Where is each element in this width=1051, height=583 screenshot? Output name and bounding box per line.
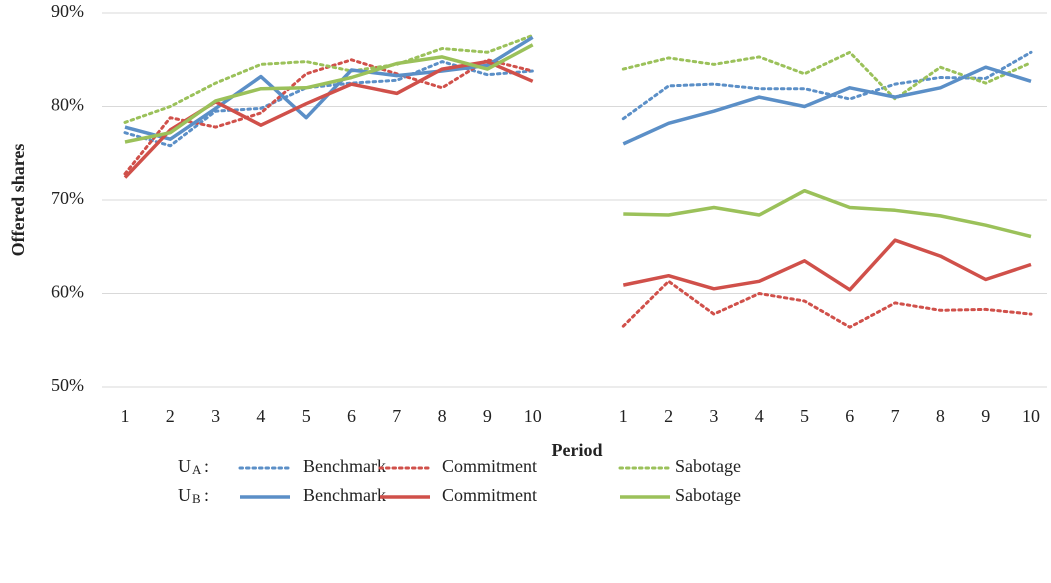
x-tick-label: 10	[524, 406, 542, 426]
y-tick-label: 90%	[51, 1, 84, 21]
legend-group-subscript: A	[192, 462, 202, 477]
x-tick-label: 5	[800, 406, 809, 426]
x-tick-label: 2	[664, 406, 673, 426]
x-tick-label: 8	[438, 406, 447, 426]
y-tick-label: 70%	[51, 188, 84, 208]
x-tick-label: 10	[1022, 406, 1040, 426]
x-tick-label: 6	[347, 406, 356, 426]
legend-group-symbol: U	[178, 485, 191, 505]
legend-group-separator: :	[204, 456, 209, 476]
x-axis-title: Period	[552, 440, 603, 460]
x-tick-label: 9	[483, 406, 492, 426]
series-line	[124, 43, 1032, 239]
x-tick-label: 7	[891, 406, 900, 426]
x-tick-label: 7	[392, 406, 401, 426]
x-tick-label: 8	[936, 406, 945, 426]
series-line	[124, 35, 1032, 146]
legend-label: Sabotage	[675, 485, 741, 505]
x-tick-label: 3	[709, 406, 718, 426]
legend-label: Sabotage	[675, 456, 741, 476]
x-tick-label: 1	[121, 406, 130, 426]
x-tick-label: 2	[166, 406, 175, 426]
legend-group-separator: :	[204, 485, 209, 505]
y-axis-title: Offered shares	[8, 144, 28, 257]
x-tick-label: 9	[981, 406, 990, 426]
legend-label: Commitment	[442, 485, 537, 505]
y-tick-label: 60%	[51, 282, 84, 302]
y-tick-label: 80%	[51, 95, 84, 115]
legend-label: Benchmark	[303, 456, 386, 476]
x-tick-label: 1	[619, 406, 628, 426]
legend-label: Benchmark	[303, 485, 386, 505]
series-line	[123, 33, 1033, 124]
x-tick-label: 4	[755, 406, 764, 426]
legend-group-subscript: B	[192, 491, 201, 506]
y-tick-label: 50%	[51, 375, 84, 395]
legend-group-symbol: U	[178, 456, 191, 476]
x-tick-label: 3	[211, 406, 220, 426]
legend-label: Commitment	[442, 456, 537, 476]
x-tick-label: 4	[256, 406, 265, 426]
x-tick-label: 5	[302, 406, 311, 426]
x-tick-label: 6	[845, 406, 854, 426]
